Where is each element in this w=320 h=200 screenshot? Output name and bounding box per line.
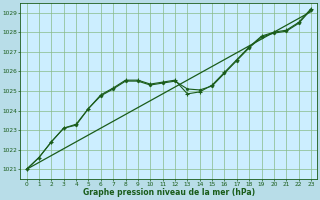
X-axis label: Graphe pression niveau de la mer (hPa): Graphe pression niveau de la mer (hPa) bbox=[83, 188, 255, 197]
